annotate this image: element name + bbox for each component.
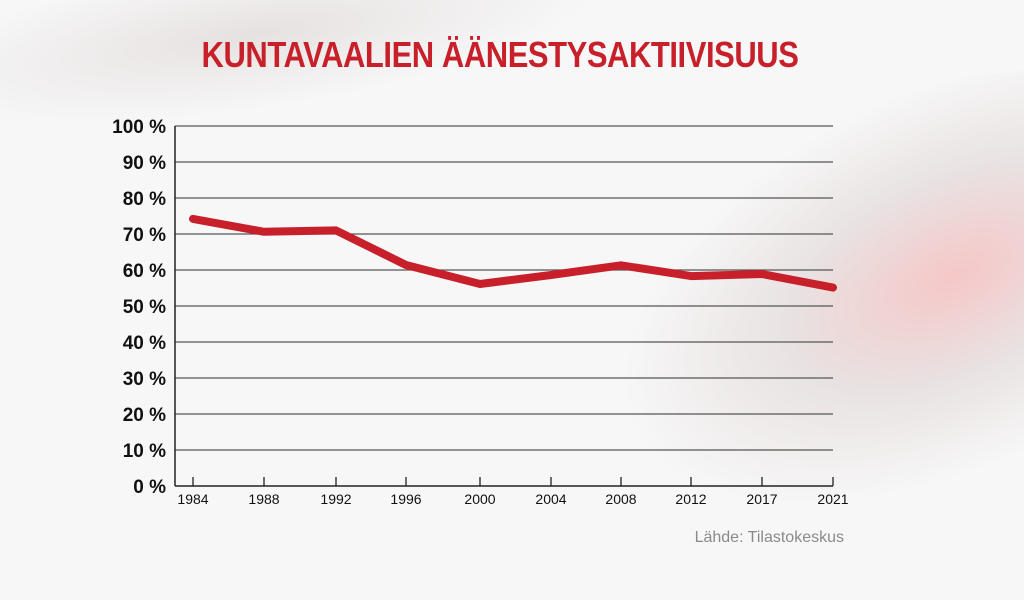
- x-axis: 1984 1988 1992 1996 2000 2004 2008 2012 2017 2021: [175, 477, 849, 507]
- x-tick-label: 1984: [177, 491, 208, 507]
- x-tick-label: 2000: [464, 491, 495, 507]
- x-tick-label: 2017: [746, 491, 777, 507]
- x-tick-label: 2008: [605, 491, 636, 507]
- y-tick-label: 20 %: [123, 405, 166, 426]
- y-tick-label: 60 %: [123, 261, 166, 282]
- y-tick-label: 50 %: [123, 297, 166, 318]
- y-tick-label: 0 %: [133, 477, 166, 498]
- line-chart: 0 % 10 % 20 % 30 % 40 % 50 % 60 % 70 % 80 % 90 % 1…: [112, 117, 849, 507]
- x-tick-label: 1992: [320, 491, 351, 507]
- gridlines: [175, 125, 833, 451]
- y-tick-label: 30 %: [123, 369, 166, 390]
- y-tick-label: 10 %: [123, 441, 166, 462]
- x-tick-label: 2004: [535, 491, 566, 507]
- x-tick-label: 2012: [675, 491, 706, 507]
- x-tick-label: 1988: [248, 491, 279, 507]
- x-tick-label: 2021: [817, 491, 848, 507]
- y-tick-label: 100 %: [112, 117, 166, 138]
- source-note: Lähde: Tilastokeskus: [694, 529, 844, 546]
- y-tick-label: 40 %: [123, 333, 166, 354]
- chart-title: KUNTAVAALIEN ÄÄNESTYSAKTIIVISUUS: [201, 34, 799, 75]
- y-tick-label: 80 %: [123, 189, 166, 210]
- turnout-line: [189, 214, 837, 292]
- y-tick-label: 90 %: [123, 153, 166, 174]
- x-tick-label: 1996: [390, 491, 421, 507]
- y-axis: 0 % 10 % 20 % 30 % 40 % 50 % 60 % 70 % 80 % 90 % 1…: [112, 117, 176, 498]
- y-tick-label: 70 %: [123, 225, 166, 246]
